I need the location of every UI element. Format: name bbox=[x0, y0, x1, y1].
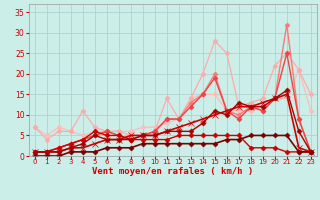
X-axis label: Vent moyen/en rafales ( km/h ): Vent moyen/en rafales ( km/h ) bbox=[92, 167, 253, 176]
